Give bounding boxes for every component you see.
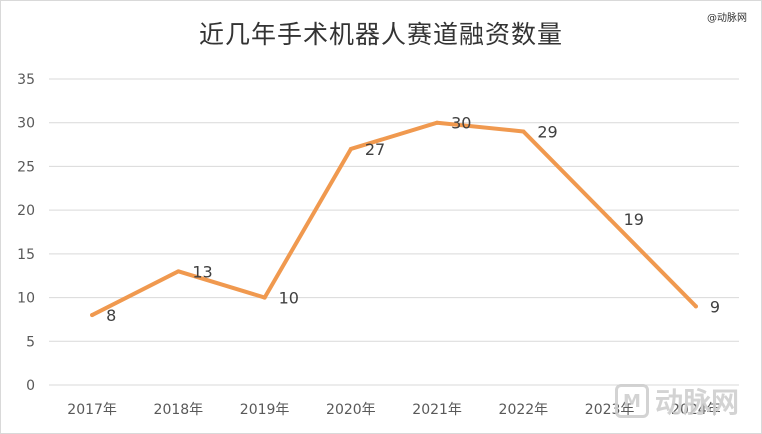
x-tick-label: 2017年: [67, 402, 117, 418]
y-tick-label: 15: [17, 247, 35, 263]
x-tick-label: 2018年: [154, 402, 204, 418]
data-point: [262, 295, 267, 300]
data-label: 9: [710, 297, 720, 316]
data-label: 8: [106, 306, 116, 325]
data-label: 29: [537, 122, 557, 141]
x-tick-label: 2022年: [499, 402, 549, 418]
series-line-0: [90, 120, 698, 318]
y-tick-label: 20: [17, 203, 35, 219]
x-tick-label: 2021年: [412, 402, 462, 418]
watermark-text: 动脉网: [654, 386, 739, 419]
x-tick-label: 2024年: [671, 402, 721, 418]
x-tick-label: 2019年: [240, 402, 290, 418]
data-point: [435, 120, 440, 125]
data-point: [607, 216, 612, 221]
data-point: [693, 304, 698, 309]
data-point: [176, 269, 181, 274]
watermark-logo-icon: M: [614, 384, 649, 418]
data-point: [348, 146, 353, 151]
data-label: 27: [365, 140, 385, 159]
chart-title: 近几年手术机器人赛道融资数量: [198, 20, 563, 49]
watermark: M 动脉网: [614, 381, 739, 421]
data-point: [521, 129, 526, 134]
y-tick-label: 10: [17, 291, 35, 307]
data-point: [90, 313, 95, 318]
y-tick-label: 35: [17, 72, 35, 88]
data-label: 19: [624, 210, 644, 229]
y-tick-label: 0: [26, 378, 35, 394]
x-tick-label: 2020年: [326, 402, 376, 418]
x-tick-label: 2023年: [585, 402, 635, 418]
data-label: 10: [279, 289, 299, 308]
y-tick-label: 25: [17, 159, 35, 175]
y-tick-label: 30: [17, 116, 35, 132]
data-label: 30: [451, 114, 471, 133]
data-label: 13: [192, 262, 212, 281]
source-label: @动脉网: [707, 13, 747, 24]
y-tick-label: 5: [26, 334, 35, 350]
